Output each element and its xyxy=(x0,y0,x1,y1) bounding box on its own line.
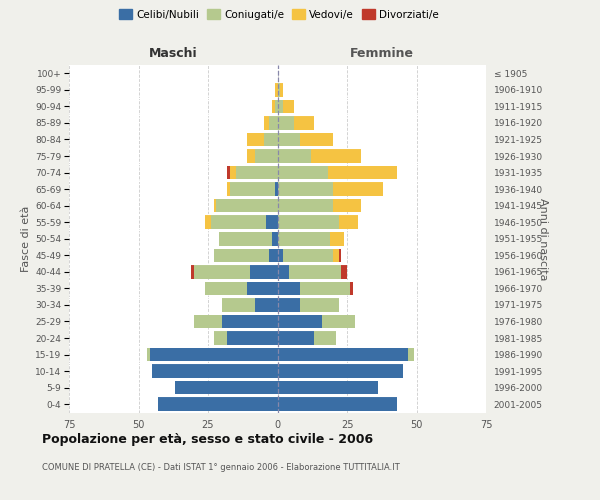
Bar xyxy=(277,381,377,394)
Bar xyxy=(300,132,333,146)
Bar xyxy=(247,282,277,295)
Bar xyxy=(263,132,277,146)
Bar xyxy=(277,314,322,328)
Bar xyxy=(250,265,277,278)
Bar xyxy=(275,100,277,113)
Bar xyxy=(277,166,328,179)
Bar xyxy=(322,314,355,328)
Bar xyxy=(222,298,255,312)
Bar xyxy=(227,182,230,196)
Bar xyxy=(269,116,277,130)
Bar xyxy=(194,314,222,328)
Bar xyxy=(191,265,194,278)
Bar xyxy=(205,216,211,229)
Bar xyxy=(277,265,289,278)
Bar xyxy=(277,216,338,229)
Bar xyxy=(277,332,314,345)
Bar xyxy=(275,182,277,196)
Bar xyxy=(289,265,341,278)
Bar xyxy=(328,166,397,179)
Y-axis label: Anni di nascita: Anni di nascita xyxy=(538,198,548,280)
Bar xyxy=(277,149,311,163)
Bar xyxy=(217,199,277,212)
Bar xyxy=(277,248,283,262)
Bar xyxy=(277,100,283,113)
Bar xyxy=(219,232,272,245)
Bar xyxy=(194,265,250,278)
Bar xyxy=(277,132,300,146)
Bar xyxy=(175,381,277,394)
Bar xyxy=(277,199,333,212)
Bar xyxy=(149,348,277,362)
Text: Maschi: Maschi xyxy=(149,47,197,60)
Bar xyxy=(214,248,269,262)
Bar xyxy=(230,182,275,196)
Bar xyxy=(227,332,277,345)
Bar xyxy=(338,248,341,262)
Bar xyxy=(341,265,347,278)
Bar xyxy=(272,100,275,113)
Bar xyxy=(277,364,403,378)
Text: Popolazione per età, sesso e stato civile - 2006: Popolazione per età, sesso e stato civil… xyxy=(42,432,373,446)
Bar xyxy=(408,348,414,362)
Bar xyxy=(331,232,344,245)
Bar xyxy=(283,100,294,113)
Bar xyxy=(230,166,236,179)
Bar xyxy=(277,232,331,245)
Bar xyxy=(294,116,314,130)
Bar xyxy=(311,149,361,163)
Y-axis label: Fasce di età: Fasce di età xyxy=(21,206,31,272)
Bar xyxy=(300,282,350,295)
Bar xyxy=(277,83,280,96)
Bar xyxy=(263,116,269,130)
Bar xyxy=(214,332,227,345)
Bar xyxy=(277,182,333,196)
Text: COMUNE DI PRATELLA (CE) - Dati ISTAT 1° gennaio 2006 - Elaborazione TUTTITALIA.I: COMUNE DI PRATELLA (CE) - Dati ISTAT 1° … xyxy=(42,462,400,471)
Bar xyxy=(314,332,336,345)
Bar xyxy=(236,166,277,179)
Bar xyxy=(152,364,277,378)
Bar xyxy=(333,199,361,212)
Bar xyxy=(222,314,277,328)
Bar xyxy=(227,166,230,179)
Bar xyxy=(205,282,247,295)
Bar xyxy=(283,248,333,262)
Bar xyxy=(275,83,277,96)
Bar xyxy=(255,298,277,312)
Bar xyxy=(277,116,294,130)
Legend: Celibi/Nubili, Coniugati/e, Vedovi/e, Divorziati/e: Celibi/Nubili, Coniugati/e, Vedovi/e, Di… xyxy=(115,5,443,24)
Bar xyxy=(266,216,277,229)
Bar xyxy=(277,398,397,411)
Bar xyxy=(277,348,408,362)
Bar xyxy=(272,232,277,245)
Bar xyxy=(255,149,277,163)
Bar xyxy=(158,398,277,411)
Bar xyxy=(277,282,300,295)
Bar xyxy=(333,182,383,196)
Bar xyxy=(214,199,217,212)
Bar xyxy=(333,248,338,262)
Bar xyxy=(277,298,300,312)
Bar xyxy=(211,216,266,229)
Bar xyxy=(350,282,353,295)
Bar xyxy=(247,132,263,146)
Bar xyxy=(269,248,277,262)
Bar xyxy=(300,298,338,312)
Bar xyxy=(338,216,358,229)
Text: Femmine: Femmine xyxy=(350,47,414,60)
Bar xyxy=(280,83,283,96)
Bar xyxy=(247,149,255,163)
Bar xyxy=(147,348,149,362)
